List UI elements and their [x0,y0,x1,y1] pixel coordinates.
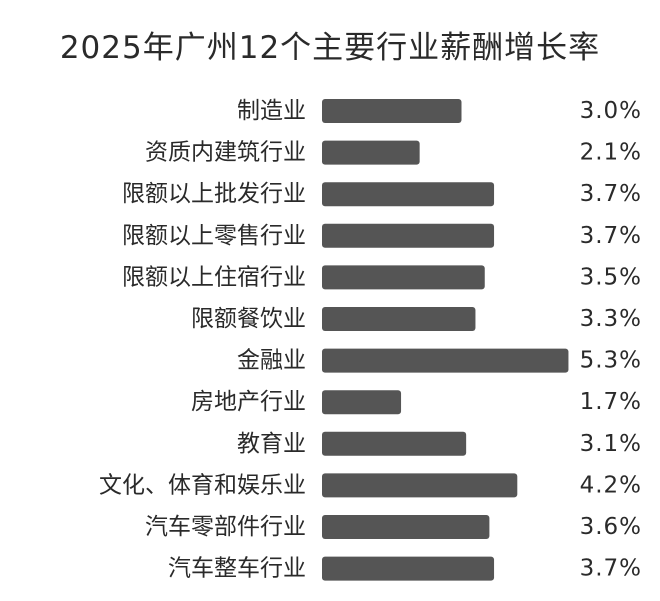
value-label: 3.7% [580,181,642,207]
value-label: 3.7% [580,223,642,249]
value-label: 5.3% [580,348,642,374]
value-label: 3.5% [580,264,642,290]
bars-layer: 制造业 3.0% 资质内建筑行业 2.1% 限额以上批发行业 3.7% 限额以上零售行业 3.… [99,98,642,582]
bar [322,515,490,539]
category-label: 汽车零部件行业 [145,514,306,540]
chart-title: 2025年广州12个主要行业薪酬增长率 [59,30,601,66]
bar [322,182,495,207]
bar [322,348,569,373]
bar [322,99,462,123]
category-label: 制造业 [237,98,306,124]
bar [322,473,518,498]
category-label: 教育业 [237,431,306,457]
value-label: 3.0% [580,98,642,124]
category-label: 金融业 [237,348,306,374]
category-label: 汽车整车行业 [168,556,306,582]
bar [322,556,495,581]
value-label: 3.1% [580,431,642,457]
bar [322,307,476,331]
bar [322,223,495,248]
category-label: 资质内建筑行业 [145,140,306,166]
value-label: 2.1% [580,140,642,166]
category-label: 限额以上批发行业 [122,181,306,207]
value-label: 4.2% [580,472,642,498]
value-label: 3.7% [580,556,642,582]
bar [322,390,402,415]
bar [322,431,467,456]
category-label: 限额以上零售行业 [122,223,306,249]
value-label: 1.7% [580,389,642,415]
category-label: 限额餐饮业 [191,306,306,332]
bar [322,265,485,290]
value-label: 3.6% [580,514,642,540]
category-label: 限额以上住宿行业 [122,264,306,290]
category-label: 房地产行业 [191,389,306,415]
bar [322,140,420,165]
category-label: 文化、体育和娱乐业 [99,472,306,498]
value-label: 3.3% [580,306,642,332]
